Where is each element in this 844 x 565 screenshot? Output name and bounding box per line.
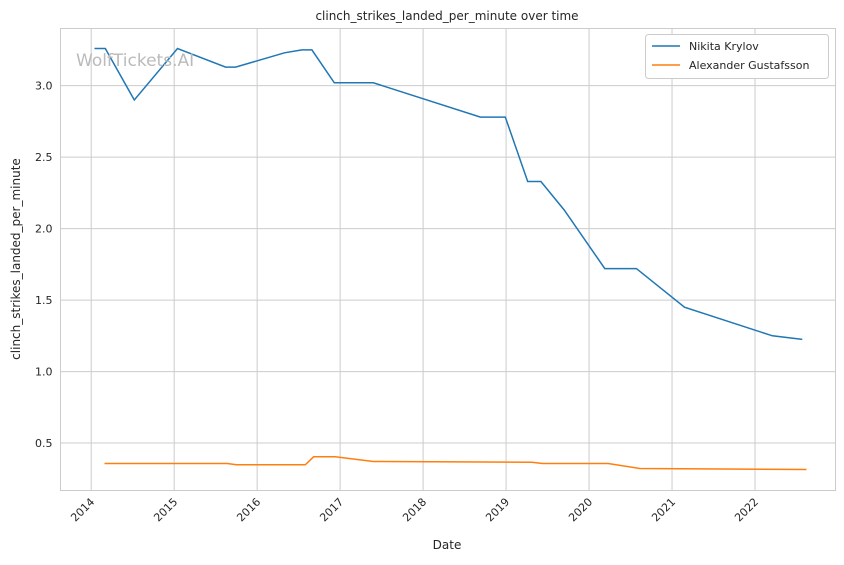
y-tick-labels: 0.5 1.0 1.5 2.0 2.5 3.0 xyxy=(35,80,53,450)
legend-label-1: Alexander Gustafsson xyxy=(689,59,809,72)
y-tick-label: 2.5 xyxy=(35,151,53,164)
series-line-1 xyxy=(104,456,807,471)
x-tick-label: 2021 xyxy=(649,495,678,524)
y-tick-label: 1.0 xyxy=(35,366,53,379)
x-tick-label: 2019 xyxy=(483,495,512,524)
y-tick-label: 3.0 xyxy=(35,80,53,93)
legend-label-0: Nikita Krylov xyxy=(689,40,759,53)
x-tick-label: 2018 xyxy=(400,495,429,524)
legend: Nikita Krylov Alexander Gustafsson xyxy=(645,34,829,79)
series-lines xyxy=(94,47,807,471)
plot-frame xyxy=(60,28,836,491)
y-axis-label: clinch_strikes_landed_per_minute xyxy=(9,158,23,360)
x-tick-label: 2020 xyxy=(566,495,595,524)
series-line-0 xyxy=(94,47,803,341)
y-tick-label: 2.0 xyxy=(35,223,53,236)
legend-box xyxy=(645,34,829,79)
x-tick-label: 2022 xyxy=(732,495,761,524)
chart-title: clinch_strikes_landed_per_minute over ti… xyxy=(315,9,578,23)
y-tick-label: 0.5 xyxy=(35,437,53,450)
x-tick-label: 2017 xyxy=(317,495,346,524)
x-tick-label: 2015 xyxy=(151,495,180,524)
x-tick-labels: 2014 2015 2016 2017 2018 2019 2020 2021 2022 xyxy=(68,495,761,524)
grid xyxy=(60,28,836,491)
watermark: WolfTickets.AI xyxy=(76,51,194,71)
y-tick-label: 1.5 xyxy=(35,294,53,307)
x-axis-label: Date xyxy=(433,538,462,552)
x-tick-label: 2016 xyxy=(234,495,263,524)
x-tick-label: 2014 xyxy=(68,495,97,524)
